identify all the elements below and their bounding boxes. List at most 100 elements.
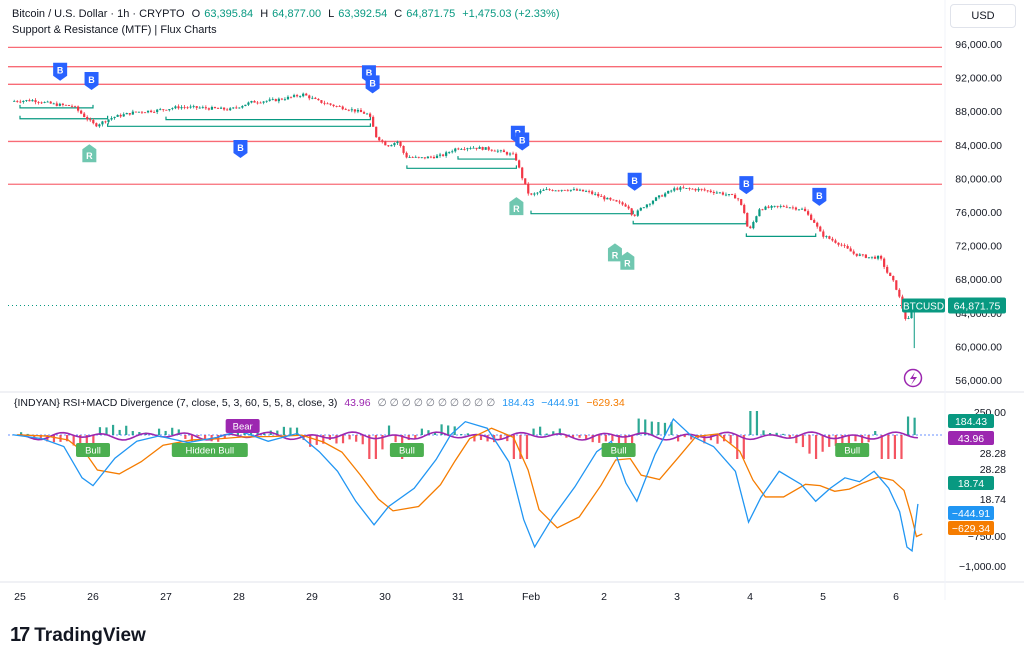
candle-body <box>49 101 52 104</box>
candle-body <box>688 188 691 189</box>
currency-button[interactable]: USD <box>950 4 1016 28</box>
tradingview-logo[interactable]: 17 TradingView <box>10 624 146 647</box>
histogram-bar <box>545 433 548 435</box>
candle-body <box>454 148 457 152</box>
histogram-bar <box>26 433 29 435</box>
candle-body <box>864 254 867 258</box>
candle-body <box>518 160 521 168</box>
candle-body <box>189 106 192 108</box>
candle-body <box>359 109 363 113</box>
sub-indicator-title: {INDYAN} RSI+MACD Divergence (7, close, … <box>14 397 338 409</box>
candle-body <box>350 109 353 111</box>
candle-body <box>706 190 709 192</box>
candle-body <box>511 153 515 155</box>
break-marker-letter: B <box>88 75 95 85</box>
candle-body <box>43 101 46 103</box>
histogram-bar <box>348 435 351 440</box>
sub-indicator-legend[interactable]: {INDYAN} RSI+MACD Divergence (7, close, … <box>14 397 629 409</box>
indicator-legend[interactable]: Support & Resistance (MTF) | Flux Charts <box>12 24 221 36</box>
candle-body <box>292 95 296 97</box>
axis-layer: 96,000.00 92,000.00 88,000.00 84,000.00 80,0… <box>14 39 1006 603</box>
close-value: 64,871.75 <box>406 8 456 20</box>
candle-body <box>560 189 563 191</box>
divergence-label: Bear <box>225 419 260 433</box>
candle-body <box>496 150 499 152</box>
candle-body <box>587 191 591 193</box>
divergence-label: Bull <box>76 443 110 457</box>
histogram-bar <box>466 433 469 435</box>
histogram-bar <box>617 435 621 446</box>
indicator-value-tag-text: 43.96 <box>958 433 984 445</box>
candle-body <box>277 98 280 102</box>
candle-body <box>873 256 877 259</box>
histogram-bar <box>72 435 75 446</box>
candle-body <box>265 100 268 102</box>
histogram-bar <box>276 430 279 435</box>
candle-body <box>226 109 229 111</box>
support-line <box>106 123 371 127</box>
candle-body <box>119 114 122 117</box>
candle-body <box>305 93 308 96</box>
histogram-bar <box>197 435 200 437</box>
histogram-bar <box>499 435 502 440</box>
candle-body <box>448 152 451 153</box>
break-marker: B <box>365 75 380 94</box>
time-tick-label: 27 <box>160 591 172 603</box>
candle-body <box>95 123 98 127</box>
histogram-bar <box>177 429 180 435</box>
candle-body <box>402 145 405 153</box>
candle-body <box>846 246 849 249</box>
candle-body <box>660 195 664 197</box>
candle-body <box>317 98 320 101</box>
divergence-label-text: Bear <box>233 422 253 433</box>
histogram-bar <box>85 435 88 450</box>
histogram-bar <box>302 435 305 441</box>
candle-body <box>755 216 758 223</box>
candle-body <box>429 156 433 158</box>
candle-body <box>61 103 64 105</box>
candle-body <box>295 95 299 97</box>
histogram-bar <box>762 430 765 435</box>
candle-body <box>466 148 469 150</box>
indicator-value-tag-text: −444.91 <box>952 508 990 520</box>
candle-body <box>55 103 58 106</box>
candle-body <box>289 96 293 98</box>
candle-body <box>70 105 74 107</box>
candle-body <box>128 113 131 115</box>
signal-line <box>17 427 923 538</box>
candle-body <box>825 236 828 237</box>
open-value: 63,395.84 <box>204 8 254 20</box>
candle-body <box>16 101 19 102</box>
histogram-bar <box>585 435 588 439</box>
candle-body <box>180 107 183 109</box>
histogram-bar <box>814 435 818 459</box>
candle-body <box>834 240 837 243</box>
candle-body <box>372 116 375 127</box>
candle-body <box>630 208 633 215</box>
histogram-bar <box>854 435 857 442</box>
symbol-header: Bitcoin / U.S. Dollar · 1h · CRYPTO O 63,… <box>12 8 564 20</box>
candle-body <box>438 154 442 156</box>
indicator-value-tag-box <box>948 506 994 520</box>
candle-body <box>405 152 408 158</box>
candle-body <box>642 207 645 209</box>
histogram-bar <box>374 435 377 459</box>
candle-body <box>125 113 128 115</box>
histogram-bar <box>834 435 837 446</box>
candle-body <box>250 100 253 103</box>
histogram-bar <box>138 432 141 435</box>
candle-body <box>238 107 241 109</box>
retest-marker: R <box>509 197 524 216</box>
candle-body <box>207 108 210 110</box>
candle-body <box>840 244 843 246</box>
histogram-bar <box>440 424 443 435</box>
candle-body <box>201 107 204 109</box>
candle-body <box>67 105 71 106</box>
price-tag-symbol: BTCUSD <box>903 301 944 312</box>
hist-value: −629.34 <box>586 397 625 409</box>
candle-body <box>198 107 201 109</box>
price-tick-label: 88,000.00 <box>955 106 1002 118</box>
histogram-bar <box>598 435 601 443</box>
price-tick-label: 56,000.00 <box>955 375 1002 387</box>
